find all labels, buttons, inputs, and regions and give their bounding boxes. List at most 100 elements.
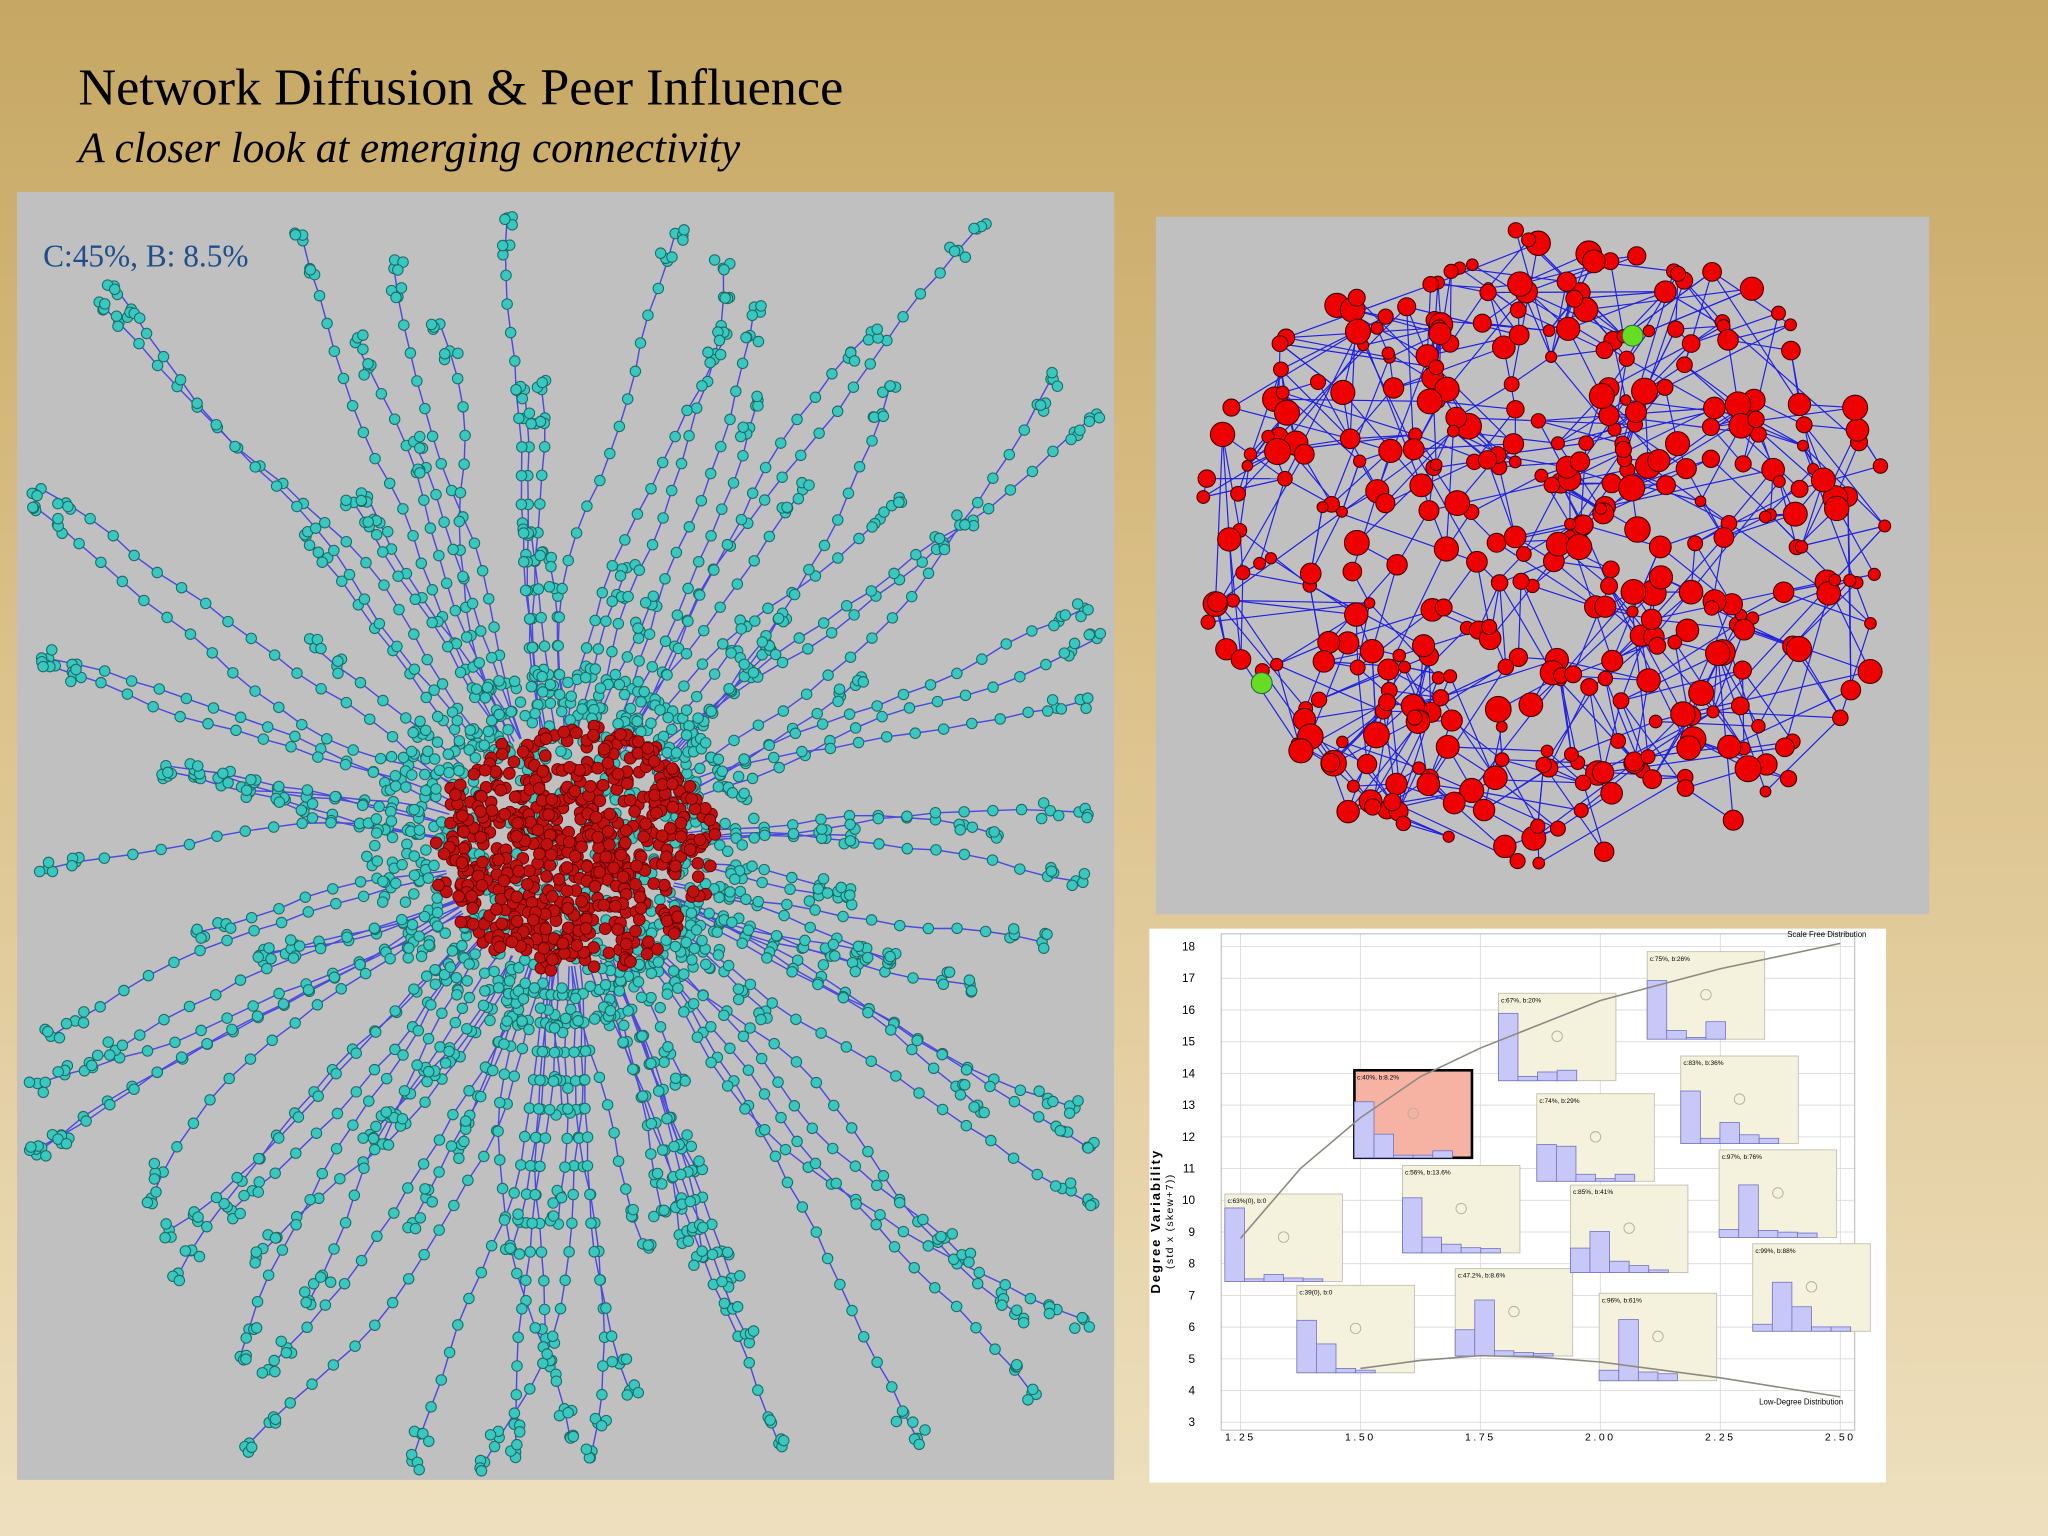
mini-bar <box>1614 1173 1636 1182</box>
mini-bar <box>1628 1265 1650 1273</box>
node <box>884 950 896 963</box>
node <box>837 910 849 923</box>
node <box>457 842 471 855</box>
mini-bar <box>1474 1299 1495 1357</box>
node <box>616 870 630 884</box>
node <box>734 430 747 443</box>
node <box>639 596 652 609</box>
node <box>395 282 408 294</box>
node <box>840 600 853 612</box>
node <box>547 1075 560 1087</box>
node <box>553 611 565 623</box>
node <box>1676 735 1702 761</box>
node <box>1344 602 1369 627</box>
node <box>537 1357 549 1370</box>
node <box>934 267 946 279</box>
node <box>355 1254 368 1267</box>
node <box>579 1074 591 1086</box>
node <box>303 539 316 551</box>
node <box>621 651 634 663</box>
node <box>505 705 517 718</box>
node <box>844 889 856 901</box>
node <box>719 817 731 830</box>
node <box>888 567 900 580</box>
node <box>495 747 509 761</box>
node <box>922 922 935 935</box>
node <box>827 938 840 951</box>
node <box>1675 457 1697 480</box>
node <box>438 968 451 981</box>
node <box>1068 637 1081 650</box>
node <box>405 1448 418 1461</box>
node <box>269 1365 281 1378</box>
node <box>622 590 634 603</box>
node <box>790 1056 803 1068</box>
node <box>817 959 830 971</box>
node <box>468 537 481 549</box>
node <box>1507 222 1524 239</box>
node <box>533 847 546 861</box>
node <box>817 873 830 885</box>
node <box>462 1174 474 1187</box>
node <box>447 1108 459 1121</box>
node <box>240 784 253 797</box>
node <box>960 1119 973 1132</box>
node <box>811 707 823 720</box>
node <box>555 705 568 718</box>
node <box>1627 246 1647 266</box>
x-tick-label: 1.25 <box>1225 1433 1256 1444</box>
node <box>385 750 398 763</box>
node <box>1352 454 1367 468</box>
node <box>1309 373 1327 391</box>
inset-label: c:97%, b:76% <box>1722 1154 1762 1161</box>
node <box>75 671 87 684</box>
node <box>675 1168 687 1181</box>
node <box>184 628 197 640</box>
node <box>661 1112 673 1125</box>
node <box>1222 398 1241 417</box>
node <box>95 676 107 689</box>
node <box>1094 627 1107 640</box>
node <box>290 1147 302 1159</box>
node <box>1377 658 1400 681</box>
node <box>849 965 862 978</box>
node <box>515 1159 527 1171</box>
node <box>1037 797 1050 809</box>
node <box>192 760 204 772</box>
node <box>313 289 326 302</box>
node <box>473 657 486 669</box>
node <box>568 1046 580 1058</box>
node <box>339 758 352 771</box>
node <box>423 939 435 951</box>
node <box>1378 438 1403 464</box>
node <box>708 668 721 680</box>
node <box>901 842 914 855</box>
node <box>1530 413 1547 429</box>
node <box>1612 692 1630 710</box>
node <box>402 952 414 964</box>
node <box>563 1246 575 1258</box>
node <box>853 461 866 473</box>
node <box>816 823 828 835</box>
node <box>1014 1084 1027 1097</box>
node <box>611 923 625 936</box>
node <box>1678 579 1704 605</box>
node <box>428 859 440 872</box>
node <box>645 717 657 729</box>
node <box>1845 418 1870 442</box>
node <box>1465 258 1479 272</box>
node <box>299 1286 311 1298</box>
node <box>562 554 574 567</box>
node <box>612 617 625 630</box>
node <box>866 632 878 644</box>
node <box>94 1001 106 1013</box>
node <box>818 539 831 552</box>
node <box>1701 417 1720 436</box>
node <box>1506 400 1525 419</box>
node <box>447 543 459 556</box>
node <box>418 1248 430 1261</box>
node <box>1542 324 1556 337</box>
node <box>501 298 513 310</box>
node <box>492 1125 504 1137</box>
node <box>1597 670 1614 687</box>
